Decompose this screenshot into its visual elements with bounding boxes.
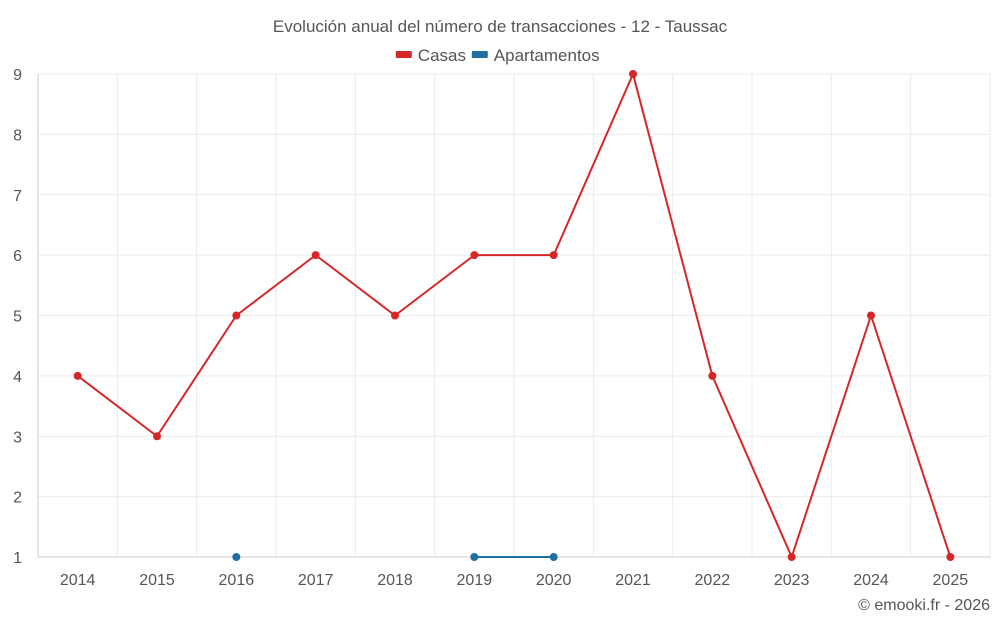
legend-swatch <box>471 51 488 58</box>
series-layer <box>73 70 955 561</box>
y-tick-label: 9 <box>13 67 22 84</box>
x-tick-label: 2020 <box>536 572 572 589</box>
y-tick-label: 4 <box>13 369 22 386</box>
data-point[interactable] <box>787 553 796 561</box>
data-point[interactable] <box>549 251 558 260</box>
y-tick-label: 2 <box>13 490 22 507</box>
legend: Casas Apartamentos <box>395 46 600 65</box>
series-line <box>77 73 952 558</box>
y-tick-label: 8 <box>13 127 22 144</box>
data-point[interactable] <box>708 371 717 380</box>
x-tick-label: 2024 <box>853 572 889 589</box>
data-point[interactable] <box>946 553 955 561</box>
y-tick-label: 6 <box>13 248 22 265</box>
x-tick-label: 2015 <box>139 572 175 589</box>
data-point[interactable] <box>311 251 320 260</box>
grid <box>38 73 991 557</box>
x-tick-label: 2016 <box>219 572 255 589</box>
x-tick-label: 2025 <box>933 572 969 589</box>
data-point[interactable] <box>470 251 479 260</box>
x-tick-label: 2018 <box>377 572 413 589</box>
x-tick-label: 2022 <box>695 572 731 589</box>
y-tick-label: 1 <box>13 550 22 567</box>
data-point[interactable] <box>232 553 241 561</box>
data-point[interactable] <box>549 553 558 561</box>
legend-item-apartamentos[interactable]: Apartamentos <box>471 46 600 65</box>
chart-title: Evolución anual del número de transaccio… <box>273 17 728 36</box>
series-casas <box>73 70 955 561</box>
data-point[interactable] <box>470 553 479 561</box>
x-tick-label: 2014 <box>60 572 96 589</box>
y-tick-label: 7 <box>13 188 22 205</box>
legend-swatch <box>395 51 412 58</box>
legend-label: Apartamentos <box>494 46 600 65</box>
axes: 1 2 3 4 5 6 7 8 9 2014 2015 2016 2017 2018 2019 2020 202… <box>13 67 990 589</box>
data-point[interactable] <box>867 311 875 320</box>
data-point[interactable] <box>629 70 637 78</box>
legend-label: Casas <box>418 46 466 65</box>
legend-item-casas[interactable]: Casas <box>395 46 466 65</box>
data-point[interactable] <box>73 371 82 380</box>
x-tick-label: 2017 <box>298 572 334 589</box>
data-point[interactable] <box>232 311 241 320</box>
y-tick-label: 5 <box>13 309 22 326</box>
data-point[interactable] <box>153 432 161 441</box>
data-point[interactable] <box>391 311 399 320</box>
x-tick-label: 2023 <box>774 572 810 589</box>
x-tick-label: 2019 <box>457 572 493 589</box>
credit-text: © emooki.fr - 2026 <box>858 597 990 614</box>
x-tick-label: 2021 <box>615 572 651 589</box>
y-tick-label: 3 <box>13 429 22 446</box>
series-apartamentos <box>232 553 558 561</box>
